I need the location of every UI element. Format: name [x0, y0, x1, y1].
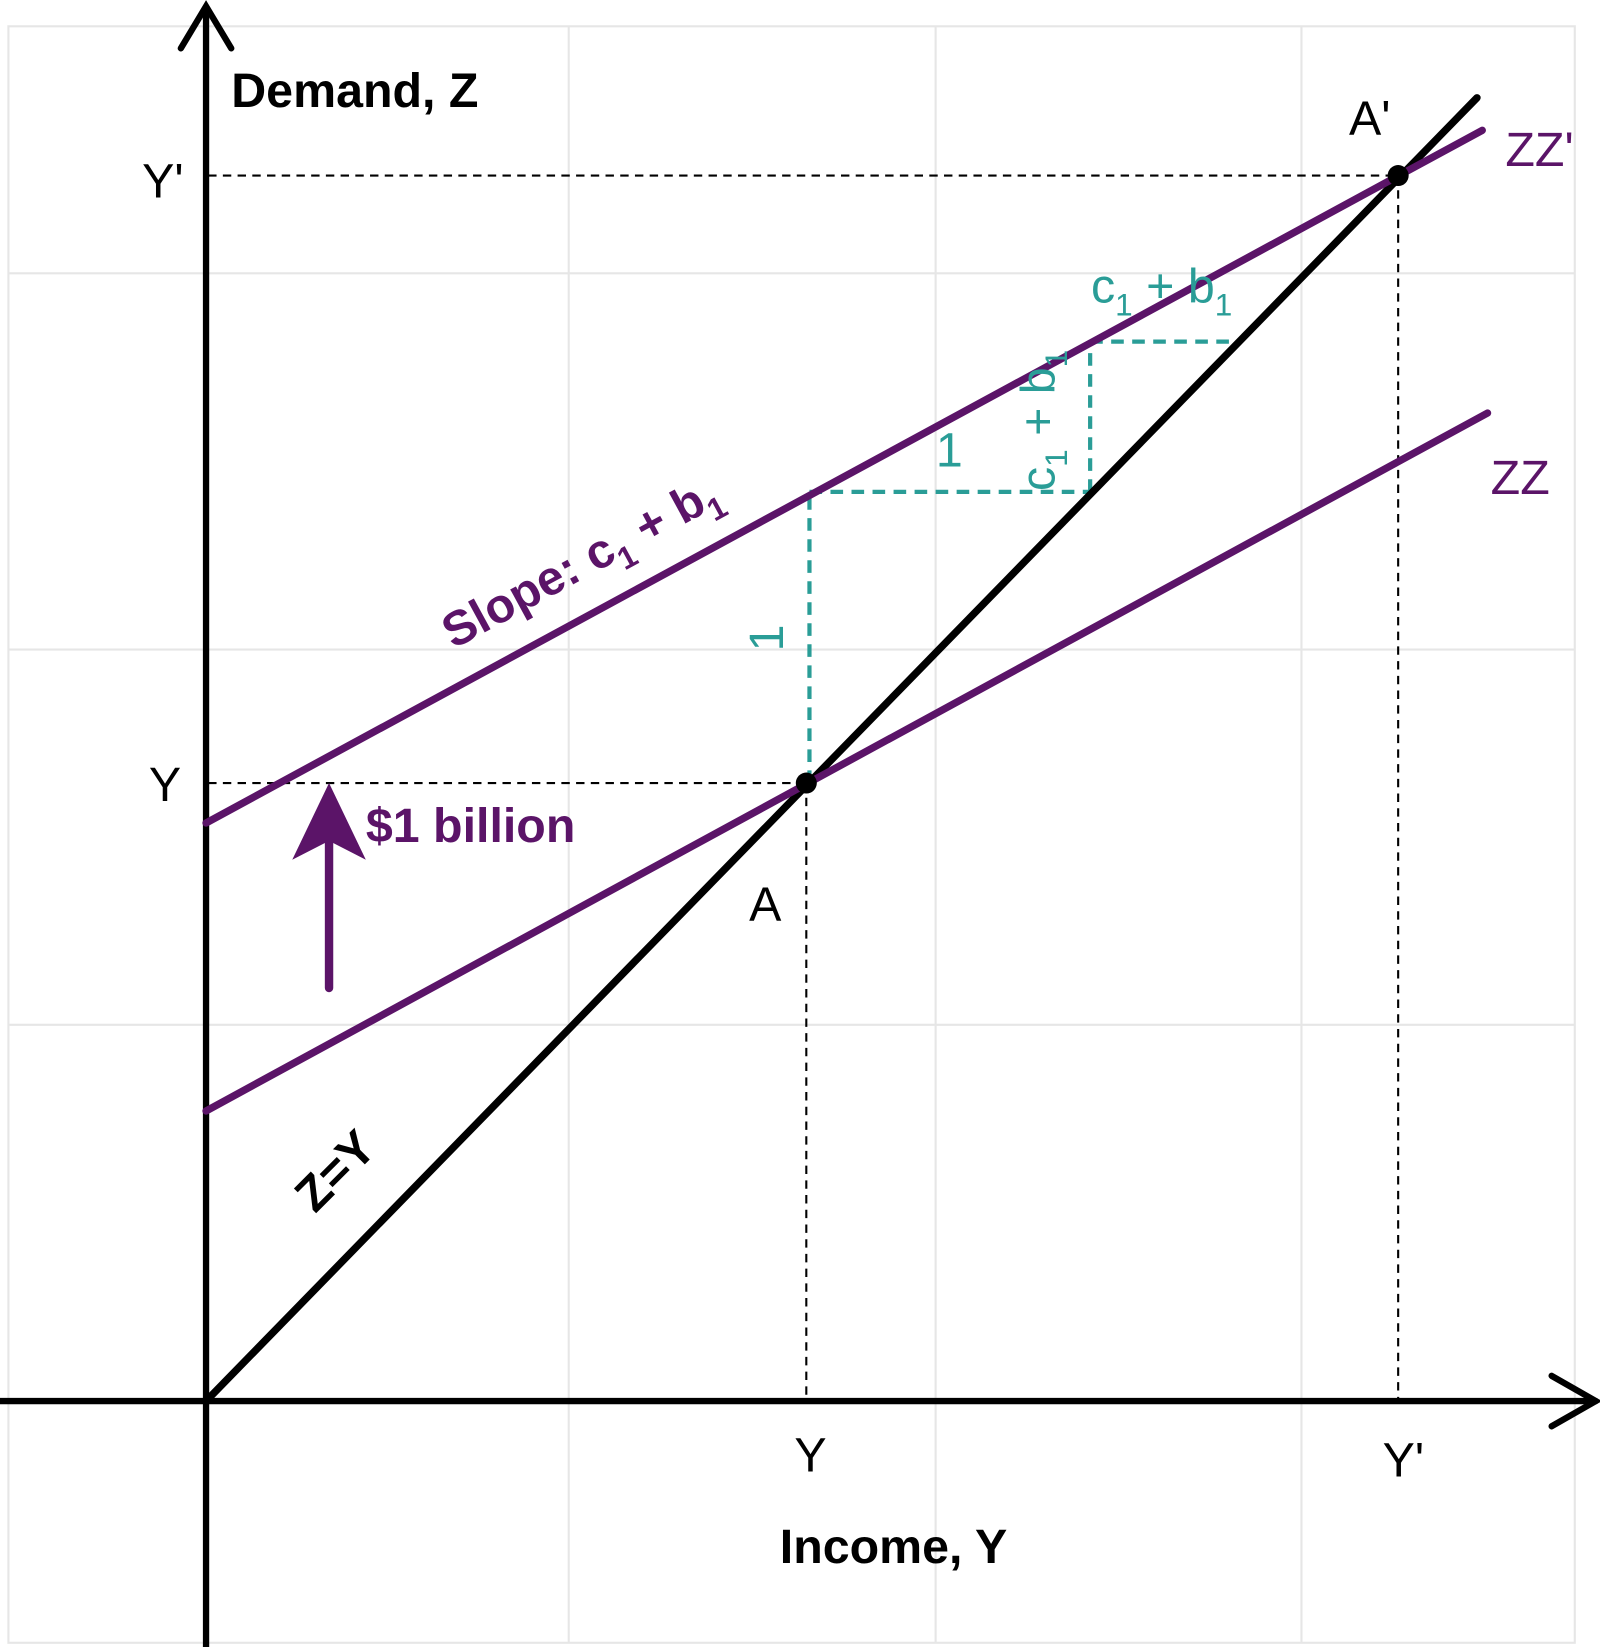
x-tick-label: Y' — [1383, 1434, 1424, 1488]
y-axis-label: Demand, Z — [231, 64, 478, 118]
rise-label: 1 — [740, 625, 794, 652]
run-label: 1 — [936, 424, 963, 478]
grid-border — [7, 25, 1576, 1644]
x-tick-label: Y — [794, 1428, 826, 1482]
rise-label-sub: 1 — [1115, 286, 1133, 322]
guides — [208, 174, 1400, 1402]
rise-label-sub: 1 — [1038, 350, 1074, 368]
point-label: A — [749, 878, 782, 932]
rise-label-part: + b — [1011, 367, 1065, 449]
rise-label-sub: 1 — [1215, 286, 1233, 322]
point-label: A' — [1349, 92, 1390, 146]
rise-label-sub: 1 — [1038, 449, 1074, 467]
slope-label-part: Slope: c — [433, 522, 624, 659]
point-a — [795, 772, 817, 794]
z-equals-y-line — [204, 94, 1481, 1403]
zz-line — [202, 409, 1492, 1115]
curve-label: Z=Y — [285, 1120, 387, 1222]
shift-arrowhead — [292, 783, 366, 860]
x-axis-label: Income, Y — [780, 1520, 1008, 1574]
curve-label: ZZ — [1491, 451, 1550, 505]
y-tick-label: Y' — [142, 155, 183, 209]
grid — [7, 25, 1576, 1644]
zz-prime-line — [202, 126, 1486, 827]
y-arrow — [177, 0, 235, 52]
rise-label: c1 + b1 — [1091, 260, 1232, 323]
rise-label-part: c — [1091, 260, 1115, 314]
rise-label: c1 + b1 — [1011, 350, 1074, 491]
point-a-prime — [1387, 165, 1409, 187]
rise-label-part: + b — [1133, 260, 1215, 314]
x-arrow — [1548, 1372, 1600, 1430]
slope-label: Slope: c1 + b1 — [433, 465, 733, 667]
rise-label-part: c — [1011, 467, 1065, 491]
curve-label: ZZ' — [1505, 123, 1573, 177]
shift-label: $1 billion — [366, 799, 576, 853]
slope-triangles — [807, 339, 1241, 784]
y-tick-label: Y — [149, 758, 181, 812]
